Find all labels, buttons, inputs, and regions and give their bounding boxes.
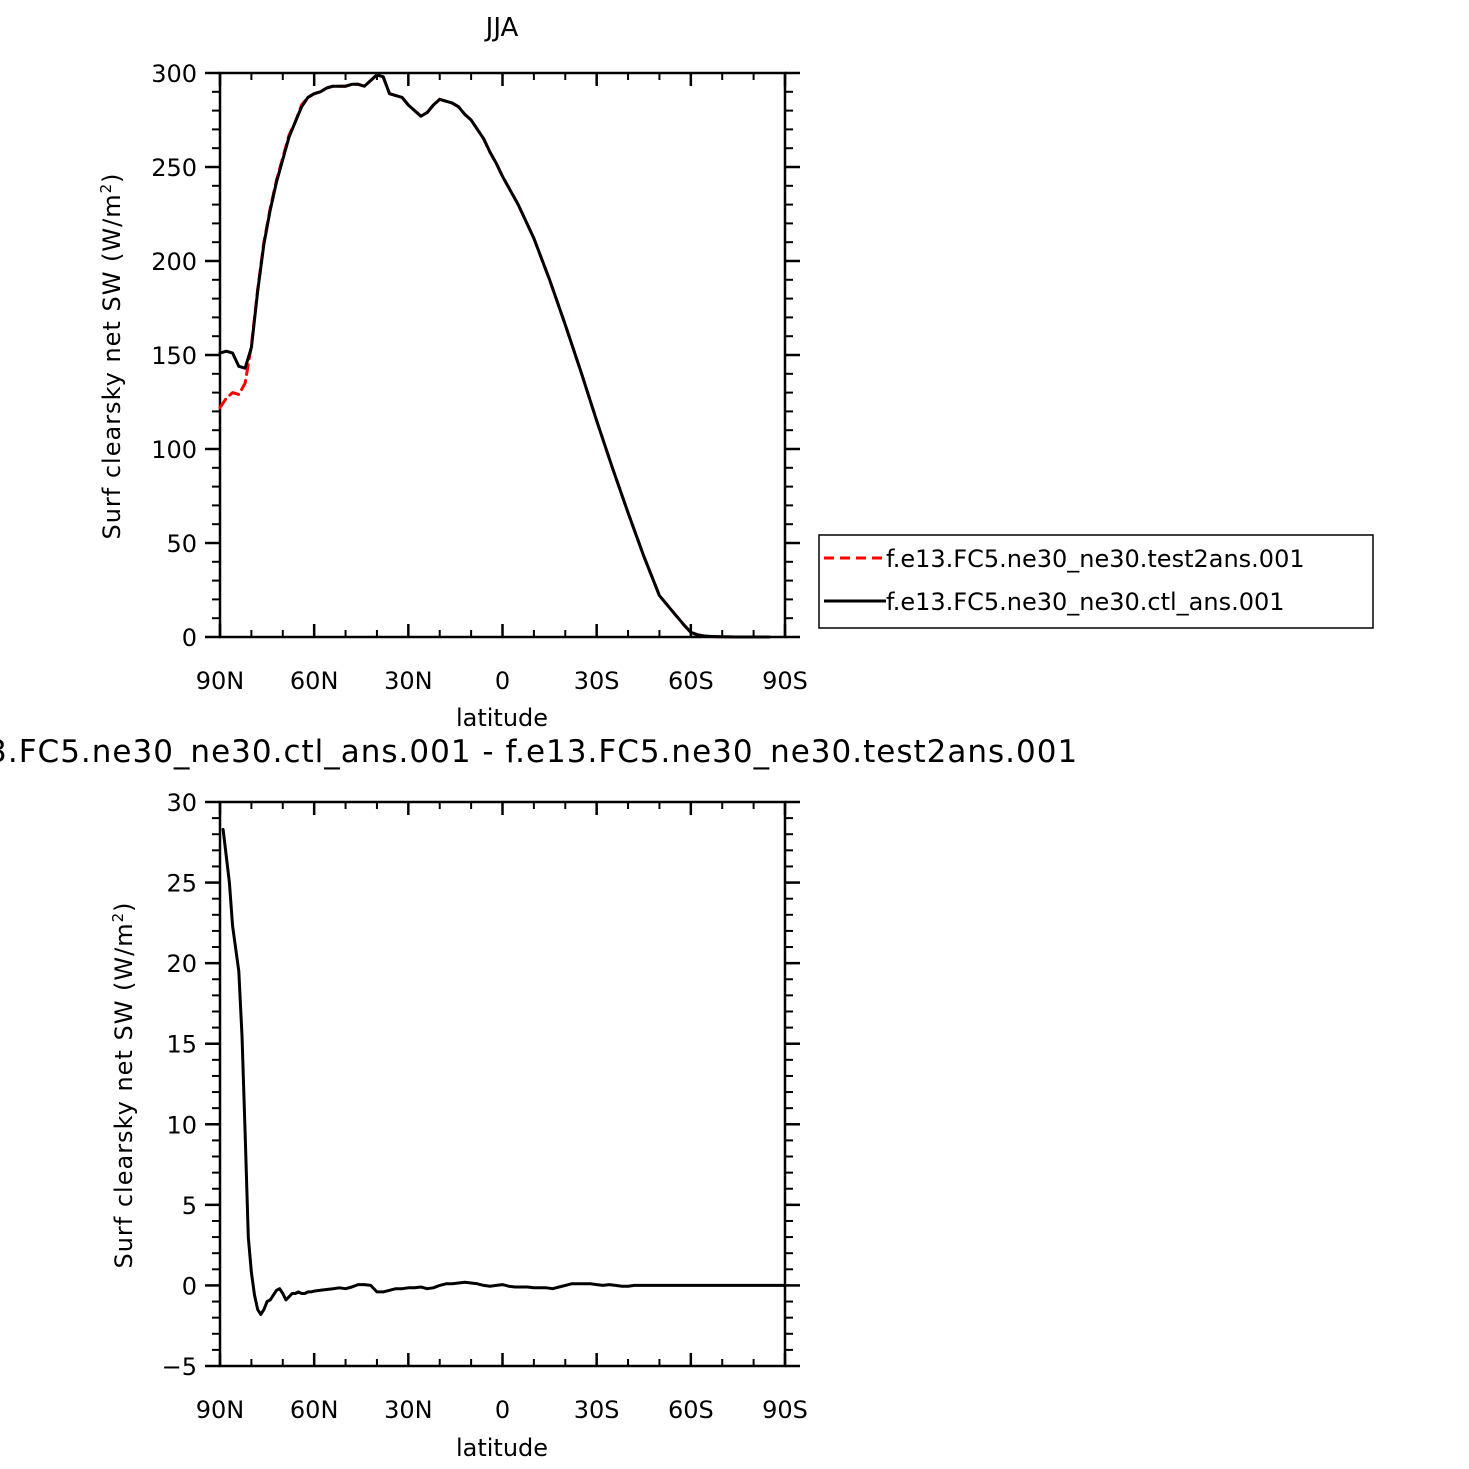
chart-bottom-ytick-label: 30 xyxy=(166,789,197,817)
legend-box xyxy=(818,534,1374,629)
chart-top: JJA 90N 60N 30N 0 30S 60S 90S 0 50 100 150 200 250 30… xyxy=(97,13,808,732)
chart-top-ytick-label: 250 xyxy=(151,154,197,182)
chart-top-xtick-label: 0 xyxy=(495,667,510,695)
chart-bottom-ytick-label: 5 xyxy=(182,1192,197,1220)
chart-top-series-line-1 xyxy=(218,73,771,639)
chart-top-plot-frame xyxy=(218,71,787,639)
chart-top-ylabel: Surf clearsky net SW (W/m2) xyxy=(97,172,126,539)
chart-top-xtick-label: 90S xyxy=(762,667,808,695)
chart-top-ytick-label: 300 xyxy=(151,60,197,88)
chart-top-ylabel-close: ) xyxy=(98,172,126,182)
chart-bottom-xtick-label: 60S xyxy=(668,1396,714,1424)
chart-bottom-ytick-label: 20 xyxy=(166,950,197,978)
chart-top-xlabel: latitude xyxy=(456,704,548,732)
chart-bottom-xlabel: latitude xyxy=(456,1434,548,1462)
chart-top-ylabel-main: Surf clearsky net SW (W/m xyxy=(98,193,126,539)
chart-top-xtick-label: 30S xyxy=(574,667,620,695)
legend: f.e13.FC5.ne30_ne30.test2ans.001 f.e13.F… xyxy=(818,534,1374,629)
legend-label-ctl-ans: f.e13.FC5.ne30_ne30.ctl_ans.001 xyxy=(886,588,1285,616)
chart-bottom-xtick-label: 90N xyxy=(196,1396,245,1424)
chart-top-ylabel-sup: 2 xyxy=(97,183,115,194)
chart-bottom-ylabel-main: Surf clearsky net SW (W/m xyxy=(110,922,138,1268)
chart-top-xtick-label: 60N xyxy=(290,667,339,695)
chart-top-xtick-label: 60S xyxy=(668,667,714,695)
chart-bottom-xtick-label: 90S xyxy=(762,1396,808,1424)
chart-bottom-xtick-label: 30N xyxy=(384,1396,433,1424)
chart-bottom-ytick-label: 10 xyxy=(166,1111,197,1139)
chart-top-title: JJA xyxy=(484,13,519,43)
chart-bottom-title: f.e13.FC5.ne30_ne30.ctl_ans.001 - f.e13.… xyxy=(0,734,1078,770)
chart-top-ytick-label: 200 xyxy=(151,248,197,276)
chart-bottom-xtick-label: 0 xyxy=(495,1396,510,1424)
chart-bottom-series-line-0 xyxy=(221,827,787,1316)
chart-top-xtick-label: 90N xyxy=(196,667,245,695)
chart-top-ytick-label: 0 xyxy=(182,624,197,652)
chart-top-ytick-label: 150 xyxy=(151,342,197,370)
chart-top-ytick-label: 100 xyxy=(151,436,197,464)
chart-bottom-plot-frame xyxy=(218,800,787,1368)
chart-bottom-ylabel: Surf clearsky net SW (W/m2) xyxy=(109,901,138,1268)
chart-bottom-ylabel-sup: 2 xyxy=(109,912,127,923)
chart-bottom-ytick-label: 0 xyxy=(182,1272,197,1300)
chart-bottom-xtick-label: 30S xyxy=(574,1396,620,1424)
chart-top-xtick-label: 30N xyxy=(384,667,433,695)
chart-bottom-xtick-label: 60N xyxy=(290,1396,339,1424)
chart-bottom: f.e13.FC5.ne30_ne30.ctl_ans.001 - f.e13.… xyxy=(0,734,1078,1462)
chart-bottom-ylabel-close: ) xyxy=(110,901,138,911)
chart-top-ytick-label: 50 xyxy=(166,530,197,558)
chart-bottom-ytick-label: 25 xyxy=(166,870,197,898)
chart-bottom-ytick-label: 15 xyxy=(166,1031,197,1059)
chart-bottom-ytick-label: −5 xyxy=(162,1353,197,1381)
legend-label-test2ans: f.e13.FC5.ne30_ne30.test2ans.001 xyxy=(886,545,1305,573)
